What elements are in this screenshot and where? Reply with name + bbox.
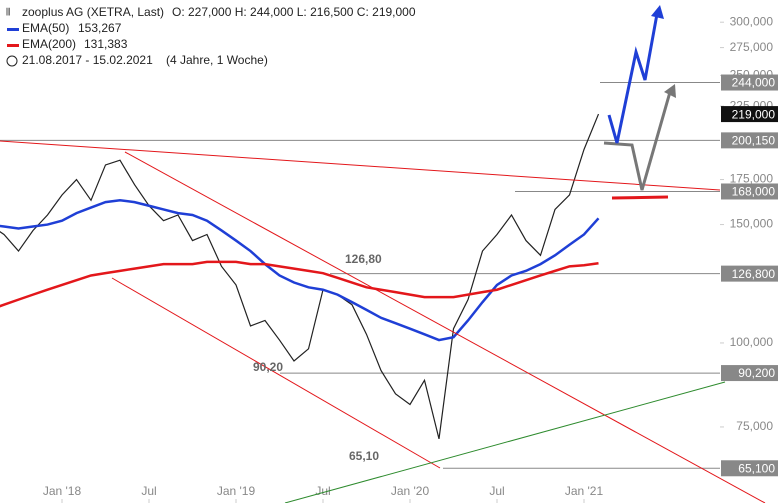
trend-line (124, 151, 766, 503)
x-tick-label: Jan '20 (391, 484, 430, 498)
legend-value: 131,383 (84, 37, 128, 51)
ema-line (0, 199, 600, 342)
scenario-arrow (603, 91, 672, 191)
y-tick-label: 150,000 (730, 217, 774, 231)
x-tick-label: Jul (141, 484, 156, 498)
annotation: 65,10 (349, 449, 379, 463)
level-box (721, 460, 778, 477)
axes: 75,000100,000150,000175,000225,000250,00… (0, 14, 773, 503)
level-label: 168,000 (732, 185, 776, 199)
scenario-arrow (607, 13, 659, 144)
x-tick-label: Jan '21 (565, 484, 604, 498)
trend-line (0, 140, 721, 191)
x-tick-label: Jul (315, 484, 330, 498)
legend-icon: ⫴ (6, 8, 10, 19)
level-box (721, 106, 778, 123)
trend-line (111, 277, 441, 469)
y-tick-label: 175,000 (730, 172, 774, 186)
annotation: 126,80 (345, 252, 382, 266)
x-tick-label: Jan '18 (43, 484, 82, 498)
price-line (0, 113, 600, 440)
y-tick-label: 75,000 (736, 419, 773, 433)
level-box (721, 365, 778, 382)
legend-title: zooplus AG (XETRA, Last) (22, 5, 164, 19)
legend-label: EMA(200) (22, 37, 76, 51)
drawings (0, 5, 766, 503)
y-tick-label: 275,000 (730, 40, 774, 54)
target-line (611, 195, 669, 200)
y-tick-label: 100,000 (730, 335, 774, 349)
period-note: (4 Jahre, 1 Woche) (166, 53, 268, 67)
level-box (721, 74, 778, 91)
level-box (721, 265, 778, 282)
level-label: 200,150 (732, 134, 776, 148)
legend-value: 153,267 (78, 21, 122, 35)
legend-swatch (7, 44, 19, 47)
level-box (721, 183, 778, 200)
y-tick-label: 300,000 (730, 14, 774, 28)
legend-ohlc: O: 227,000 H: 244,000 L: 216,500 C: 219,… (172, 5, 416, 19)
annotation: 90,20 (253, 360, 283, 374)
period: 21.08.2017 - 15.02.2021 (22, 53, 153, 67)
level-label: 65,100 (738, 461, 775, 475)
arrow-head (651, 5, 664, 19)
x-tick-label: Jul (489, 484, 504, 498)
trend-line (284, 381, 726, 503)
level-label: 219,000 (732, 107, 776, 121)
level-label: 244,000 (732, 76, 776, 90)
level-box (721, 132, 778, 149)
level-label: 126,800 (732, 267, 776, 281)
arrow-head (664, 84, 676, 98)
ema-line (0, 260, 599, 308)
clock-icon (6, 55, 18, 67)
x-tick-label: Jan '19 (217, 484, 256, 498)
legend: ⫴ zooplus AG (XETRA, Last) O: 227,000 H:… (6, 5, 416, 67)
level-label: 90,200 (738, 366, 775, 380)
legend-label: EMA(50) (22, 21, 69, 35)
legend-swatch (7, 28, 19, 31)
